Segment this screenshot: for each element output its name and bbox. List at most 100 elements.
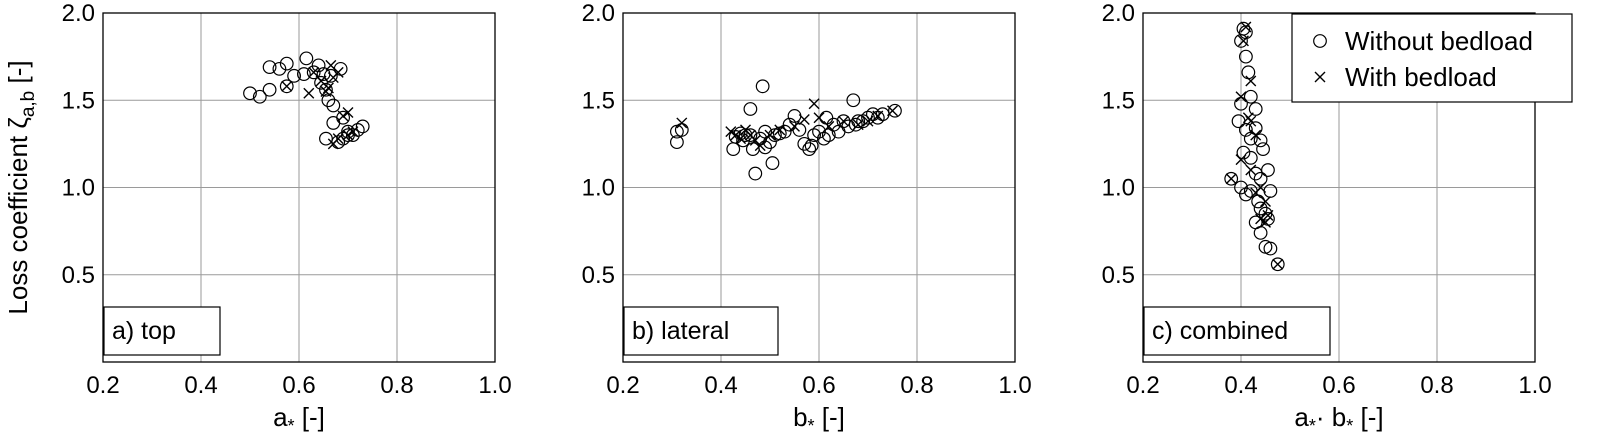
data-point-cross [1260, 216, 1271, 228]
data-point-cross [676, 117, 688, 129]
data-point-circle [1243, 131, 1258, 146]
data-point-circle [336, 131, 351, 146]
data-point-circle [819, 110, 834, 125]
data-point-circle [262, 60, 277, 74]
x-tick-label: 1.0 [478, 372, 511, 399]
x-tick-label: 0.4 [704, 372, 737, 399]
data-point-cross [789, 120, 800, 132]
data-point-circle [311, 58, 326, 73]
axes-frame [622, 12, 1016, 363]
data-point-circle [1238, 49, 1253, 64]
panel-2: 0.2 0.4 0.6 0.8 1.0 0.5 1.0 1.5 2.0 b* [-] b) late… [582, 0, 1032, 436]
panel-1: 0.2 0.4 0.6 0.8 1.0 0.5 1.0 1.5 2.0 a* [-] Loss co… [3, 0, 512, 436]
panel-label-box [623, 306, 779, 356]
data-point-circle [1231, 114, 1246, 129]
data-point-circle [306, 65, 321, 80]
data-point-circle [726, 142, 741, 157]
data-point-circle [1243, 150, 1258, 165]
x-axis-label: b* [-] [793, 402, 845, 436]
data-point-circle [319, 131, 333, 146]
data-point-circle [807, 128, 821, 143]
data-point-circle [765, 156, 780, 170]
data-point-cross [764, 129, 776, 141]
data-point-circle [670, 135, 684, 150]
data-point-cross [852, 119, 864, 131]
data-point-cross [281, 80, 293, 92]
legend-marker-circle [1313, 34, 1327, 48]
panel-label-box [103, 306, 221, 356]
data-point-circle [243, 86, 257, 101]
data-point-circle [848, 117, 863, 132]
x-tick-label: 0.6 [802, 372, 835, 399]
data-point-cross [347, 126, 359, 138]
data-point-circle [804, 138, 819, 153]
data-point-circle [846, 93, 861, 108]
data-point-circle [1253, 133, 1268, 148]
data-point-cross [337, 110, 349, 122]
axes-frame [102, 12, 496, 363]
data-point-circle [333, 61, 348, 76]
data-point-circle [1263, 184, 1278, 198]
data-point-circle [817, 131, 831, 146]
legend-marker-cross [1314, 71, 1326, 83]
data-point-cross [1240, 21, 1252, 33]
series-with-bedload [281, 59, 359, 150]
data-point-cross [342, 106, 354, 118]
x-tick-label: 0.2 [1126, 372, 1159, 399]
panel-label: c) combined [1152, 317, 1288, 345]
x-tick-label: 0.2 [606, 372, 639, 399]
y-axis-label: Loss coefficient ζa,b [-] [3, 60, 39, 314]
data-point-circle [888, 103, 902, 118]
legend-label: With bedload [1345, 62, 1497, 92]
data-point-cross [774, 124, 786, 136]
data-point-cross [1262, 209, 1274, 221]
data-point-cross [813, 112, 825, 124]
series-without-bedload [1224, 21, 1285, 272]
data-point-cross [1242, 112, 1254, 124]
data-point-cross [808, 98, 820, 110]
data-point-cross [823, 120, 835, 132]
data-point-circle [797, 136, 812, 151]
data-point-cross [1225, 173, 1237, 185]
data-point-circle [355, 119, 370, 134]
grid [623, 13, 1015, 362]
data-point-circle [336, 110, 351, 125]
data-point-circle [1261, 163, 1275, 177]
data-point-circle [1243, 89, 1258, 104]
data-point-circle [346, 128, 360, 143]
x-axis-label: a*· b* [-] [1294, 402, 1383, 436]
axes-frame [1142, 12, 1536, 363]
x-tick-label: 0.4 [1224, 372, 1257, 399]
data-point-cross [735, 133, 747, 145]
data-point-circle [1224, 171, 1239, 186]
legend-box [1291, 13, 1573, 103]
data-point-cross [730, 129, 742, 141]
data-point-circle [279, 56, 294, 71]
y-tick-label: 2.0 [582, 0, 615, 27]
x-tick-label: 0.8 [900, 372, 933, 399]
x-tick-label: 0.2 [86, 372, 119, 399]
data-point-circle [323, 68, 338, 83]
data-point-circle [314, 75, 328, 90]
data-point-cross [1245, 75, 1257, 87]
data-point-cross [1260, 195, 1271, 207]
data-point-circle [851, 114, 866, 129]
data-point-circle [755, 79, 770, 94]
y-tick-label: 2.0 [62, 0, 95, 27]
panel-3: 0.2 0.4 0.6 0.8 1.0 0.5 1.0 1.5 2.0 a*· b* [-] c) … [1102, 0, 1573, 436]
data-point-cross [862, 115, 874, 127]
data-point-cross [1245, 115, 1257, 127]
data-point-circle [1248, 166, 1263, 181]
data-point-circle [812, 124, 826, 139]
x-tick-label: 0.8 [380, 372, 413, 399]
data-point-cross [308, 66, 320, 78]
data-point-circle [1253, 171, 1268, 186]
panel-label: a) top [112, 317, 176, 345]
data-point-circle [1256, 142, 1270, 157]
data-point-circle [856, 114, 870, 129]
data-point-cross [872, 110, 884, 122]
legend-label: Without bedload [1345, 26, 1533, 56]
data-point-circle [674, 123, 689, 137]
data-point-circle [1253, 201, 1268, 216]
